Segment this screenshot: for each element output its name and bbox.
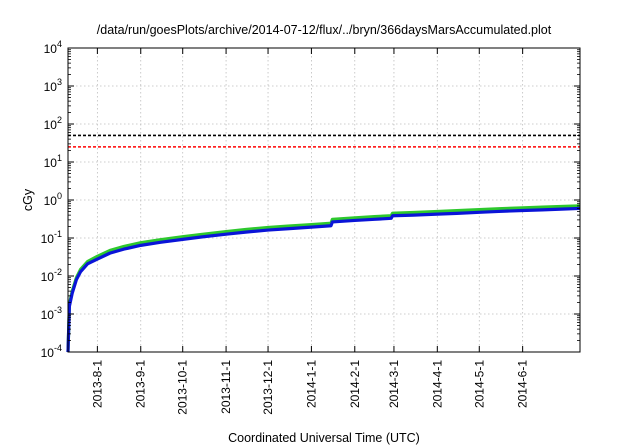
y-tick-label: 10-4 [41,343,62,360]
x-tick-label: 2014-2-1 [348,360,362,408]
series-line [66,206,581,353]
x-tick-label: 2013-11-1 [219,360,233,414]
y-tick-label: 102 [44,115,62,132]
x-tick-label: 2014-6-1 [516,360,530,408]
x-tick-label: 2014-5-1 [472,360,486,408]
reference-lines [68,134,580,148]
series-line [66,204,581,353]
x-tick-label: 2014-3-1 [387,360,401,408]
series-lines [66,204,581,353]
x-tick-labels: 2013-8-1 2013-9-1 2013-10-1 2013-11-1 2013-1… [90,360,529,415]
y-axis-title: cGy [21,188,35,211]
x-tick-label: 2013-10-1 [176,360,190,415]
y-tick-label: 103 [44,77,62,94]
x-tick-label: 2014-4-1 [430,360,444,408]
y-tick-label: 100 [44,191,62,208]
y-tick-label: 104 [44,39,62,56]
grid [68,48,580,352]
x-tick-label: 2013-9-1 [134,360,148,408]
y-tick-label: 10-1 [41,229,62,246]
y-tick-labels: 10-4 10-3 10-2 10-1 100 101 102 103 104 [41,39,62,360]
x-axis-title: Coordinated Universal Time (UTC) [228,431,420,445]
y-tick-label: 10-2 [41,267,62,284]
x-tick-label: 2014-1-1 [304,360,318,408]
y-tick-label: 101 [44,153,62,170]
y-tick-label: 10-3 [41,305,62,322]
chart-title: /data/run/goesPlots/archive/2014-07-12/f… [97,23,552,37]
x-tick-label: 2013-8-1 [90,360,104,408]
ticks [68,47,580,353]
x-tick-label: 2013-12-1 [261,360,275,415]
